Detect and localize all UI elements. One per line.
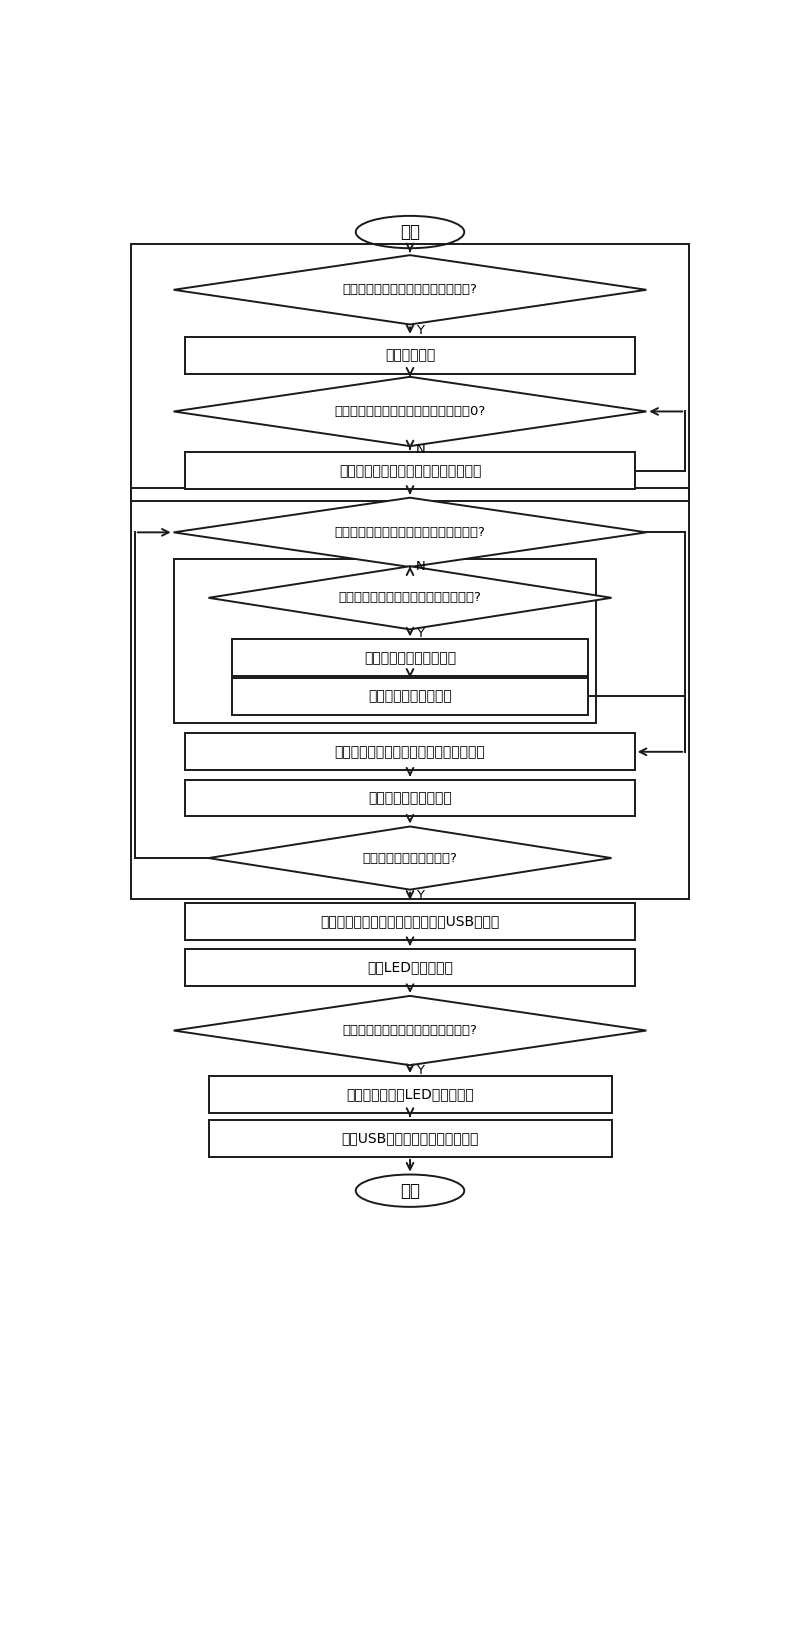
Bar	[232, 640, 588, 676]
Text: 发送充电指令: 发送充电指令	[385, 349, 435, 362]
Bar	[186, 337, 634, 373]
Text: 结束: 结束	[400, 1181, 420, 1199]
Text: 充电结束，关闭LED充电指示灯: 充电结束，关闭LED充电指示灯	[346, 1087, 474, 1102]
Polygon shape	[174, 255, 646, 324]
Text: Y: Y	[416, 890, 424, 903]
Bar	[186, 780, 634, 816]
Polygon shape	[209, 826, 611, 890]
Text: 根据两侧的红外检测状况左右调整机器人: 根据两侧的红外检测状况左右调整机器人	[334, 745, 486, 758]
Text: 充电电路检测到充电成功?: 充电电路检测到充电成功?	[362, 852, 458, 865]
Text: Y: Y	[416, 627, 424, 640]
Polygon shape	[209, 566, 611, 630]
Bar	[186, 949, 634, 985]
Text: N: N	[416, 559, 426, 572]
Text: 机器人两侧的红外避障模块检测到障碍?: 机器人两侧的红外避障模块检测到障碍?	[338, 591, 482, 604]
Bar	[186, 452, 634, 489]
Bar	[209, 1076, 611, 1114]
Text: 电池电量低于预设的充电电压参考值?: 电池电量低于预设的充电电压参考值?	[342, 283, 478, 296]
Text: 根据电子罗盘计算相对偏转角度是否为0?: 根据电子罗盘计算相对偏转角度是否为0?	[334, 405, 486, 418]
Text: 电池电量高于预设的工作电压参考值?: 电池电量高于预设的工作电压参考值?	[342, 1025, 478, 1036]
Bar	[131, 243, 689, 500]
Text: Y: Y	[416, 324, 424, 337]
Bar	[209, 1120, 611, 1156]
Polygon shape	[174, 995, 646, 1066]
Text: N: N	[416, 443, 426, 456]
Bar	[174, 559, 596, 722]
Bar	[186, 903, 634, 939]
Text: 机器人停止运动，关闭红外，关闭USB摄像头: 机器人停止运动，关闭红外，关闭USB摄像头	[320, 915, 500, 928]
Text: 点亮LED充电指示灯: 点亮LED充电指示灯	[367, 961, 453, 974]
Text: 机器人做直线行进运动: 机器人做直线行进运动	[368, 689, 452, 704]
Text: Y: Y	[416, 1064, 424, 1077]
Polygon shape	[174, 498, 646, 568]
Text: 机器人做直线行进运动: 机器人做直线行进运动	[368, 791, 452, 804]
Polygon shape	[174, 377, 646, 446]
Bar	[131, 489, 689, 898]
Text: 充电座两侧的红外检测模块检测到机器人?: 充电座两侧的红外检测模块检测到机器人?	[334, 526, 486, 540]
Bar	[232, 678, 588, 716]
Bar	[186, 734, 634, 770]
Text: 开始: 开始	[400, 224, 420, 242]
Text: 根据计算的偏转角度输出转动控制信号: 根据计算的偏转角度输出转动控制信号	[339, 464, 481, 477]
Text: 打开USB摄像头，机器人开始巡逻: 打开USB摄像头，机器人开始巡逻	[342, 1132, 478, 1145]
Text: 机器人左右移动避开障碍: 机器人左右移动避开障碍	[364, 651, 456, 665]
